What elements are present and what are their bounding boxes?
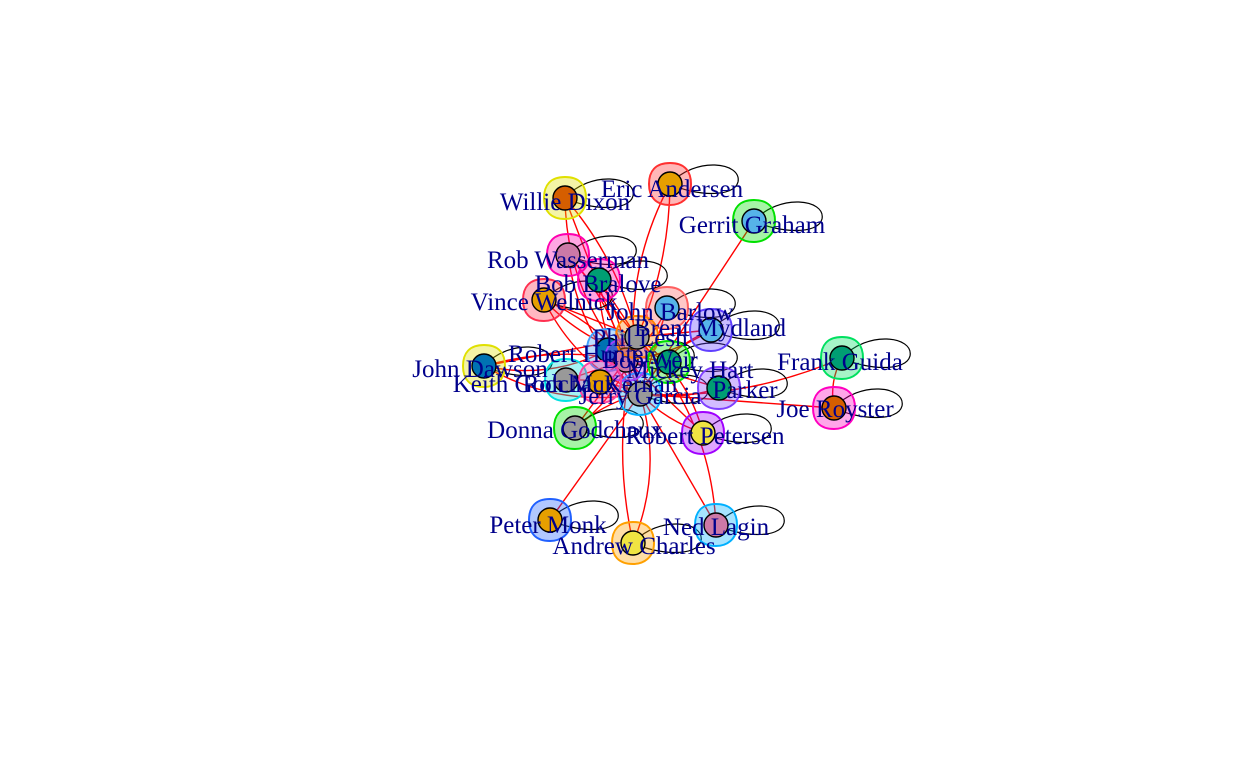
graph-edge <box>483 365 641 399</box>
node-label: Rob Wasserman <box>487 247 650 274</box>
node-label: Jerry Garcia <box>579 383 702 410</box>
graph-node[interactable] <box>471 353 497 379</box>
node-label: Bob Weir <box>602 347 698 374</box>
graph-edge <box>564 197 638 338</box>
node-label: John Dawson <box>412 356 548 383</box>
graph-node[interactable] <box>698 317 724 343</box>
node-label: John Barlow <box>606 299 733 326</box>
self-loop <box>715 505 785 536</box>
graph-node[interactable] <box>586 267 612 293</box>
self-loop <box>549 500 619 531</box>
self-loop <box>833 388 903 419</box>
graph-node[interactable] <box>624 324 650 350</box>
node-label: Robert Hunter <box>508 341 652 368</box>
node-label: Vince Welnick <box>471 289 618 316</box>
self-loop <box>574 408 644 439</box>
node-label: Parker <box>712 377 778 404</box>
graph-edge <box>636 336 717 526</box>
graph-edge <box>549 393 641 521</box>
graph-node[interactable] <box>829 345 855 371</box>
node-label: Ned Lagin <box>663 514 770 541</box>
self-loops-layer <box>483 164 911 554</box>
graph-node[interactable] <box>620 530 646 556</box>
graph-edge <box>639 357 843 396</box>
node-label: Robert Petersen <box>626 423 785 450</box>
self-loop <box>669 164 739 195</box>
graph-edge <box>543 299 641 395</box>
node-label: Brent Mydland <box>634 315 787 342</box>
graph-node[interactable] <box>531 287 557 313</box>
graph-node[interactable] <box>654 295 680 321</box>
node-label: Mickey Hart <box>626 357 753 384</box>
graph-node[interactable] <box>657 171 683 197</box>
graph-edge <box>639 393 717 526</box>
graph-node[interactable] <box>553 367 579 393</box>
node-label: Frank Guida <box>777 349 903 376</box>
self-loop <box>598 260 668 291</box>
graph-edge <box>632 393 651 544</box>
self-loop <box>564 178 634 209</box>
node-label: Eric Andersen <box>601 176 744 203</box>
graph-node[interactable] <box>656 349 682 375</box>
graph-node[interactable] <box>587 369 613 395</box>
graph-node[interactable] <box>706 375 732 401</box>
node-label: Gerrit Graham <box>679 212 826 239</box>
graph-node[interactable] <box>741 208 767 234</box>
graph-node[interactable] <box>627 381 653 407</box>
self-loop <box>718 368 788 399</box>
graph-node[interactable] <box>555 242 581 268</box>
node-label: Donna Godchaux <box>487 417 663 444</box>
node-label: Joe Royster <box>776 396 894 423</box>
graph-node[interactable] <box>562 415 588 441</box>
self-loop <box>625 340 695 371</box>
self-loop <box>567 235 637 266</box>
self-loop <box>753 201 823 232</box>
node-label: Keith Godchaux <box>453 371 618 398</box>
node-label: Willie Dixon <box>500 189 631 216</box>
node-label: Peter Monk <box>489 512 607 539</box>
nodes-layer <box>461 161 865 566</box>
graph-node[interactable] <box>552 185 578 211</box>
graph-node[interactable] <box>690 420 716 446</box>
node-label: Andrew Charles <box>552 533 715 560</box>
node-label: Bob Bralove <box>534 271 661 298</box>
self-loop <box>841 338 911 369</box>
self-loop <box>702 413 772 444</box>
graph-node[interactable] <box>821 395 847 421</box>
graph-node[interactable] <box>537 507 563 533</box>
node-label: Phil Lesh <box>592 325 688 352</box>
node-label: Ron McKernan <box>523 371 678 398</box>
graph-node[interactable] <box>613 347 639 373</box>
graph-node[interactable] <box>703 512 729 538</box>
self-loop <box>710 310 780 341</box>
